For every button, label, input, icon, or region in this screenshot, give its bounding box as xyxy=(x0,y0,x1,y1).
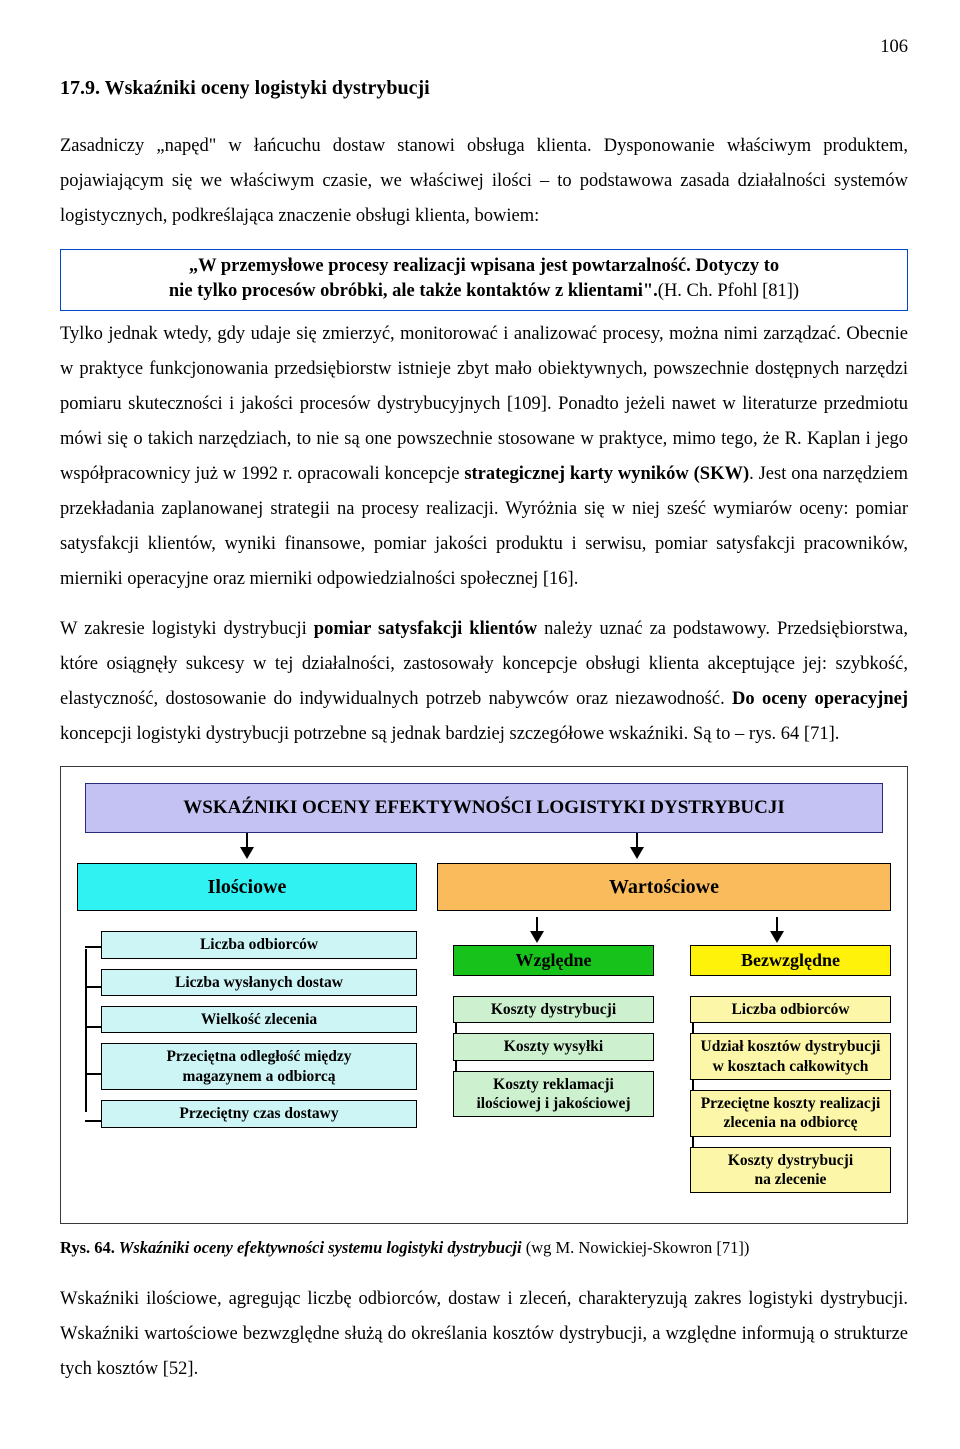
fig-tail: (wg M. Nowickiej-Skowron [71]) xyxy=(526,1238,750,1257)
fig-lead: Rys. 64. xyxy=(60,1238,115,1257)
ilosciowe-item: Przeciętna odległość międzymagazynem a o… xyxy=(101,1043,417,1090)
col-wartosciowe: Wartościowe Względne Koszty dystrybucjiK… xyxy=(437,863,891,1203)
para2-bold: strategicznej karty wyników (SKW) xyxy=(464,464,749,484)
wzgledne-item: Koszty dystrybucji xyxy=(453,996,654,1023)
ilosciowe-item: Liczba wysłanych dostaw xyxy=(101,969,417,996)
wzgledne-item: Koszty reklamacjiilościowej i jakościowe… xyxy=(453,1071,654,1118)
paragraph-4: Wskaźniki ilościowe, agregując liczbę od… xyxy=(60,1282,908,1387)
col-ilosciowe: Ilościowe Liczba odbiorców Liczba wysłany… xyxy=(77,863,417,1203)
para3-b: pomiar satysfakcji klientów xyxy=(314,619,537,639)
block-ilosciowe: Ilościowe xyxy=(77,863,417,911)
paragraph-2: Tylko jednak wtedy, gdy udaje się zmierz… xyxy=(60,317,908,598)
para3-d: Do oceny operacyjnej xyxy=(732,689,908,709)
block-wzgledne: Względne xyxy=(453,945,654,976)
tree-line xyxy=(85,949,87,1111)
ilosciowe-leaves: Liczba odbiorców Liczba wysłanych dostaw W… xyxy=(77,931,417,1127)
quote-line-1: „W przemysłowe procesy realizacji wpisan… xyxy=(71,254,897,279)
para3-a: W zakresie logistyki dystrybucji xyxy=(60,619,314,639)
bezwzgledne-item: Przeciętne koszty realizacjizlecenia na … xyxy=(690,1090,891,1137)
bezwzgledne-leaves: Liczba odbiorców Udział kosztów dystrybuc… xyxy=(690,996,891,1194)
sub-arrows xyxy=(437,921,891,943)
diagram-container: WSKAŹNIKI OCENY EFEKTYWNOŚCI LOGISTYKI D… xyxy=(60,766,908,1224)
bezwzgledne-item: Liczba odbiorców xyxy=(690,996,891,1023)
quote-ref: (H. Ch. Pfohl [81]) xyxy=(658,281,799,301)
paragraph-intro: Zasadniczy „napęd" w łańcuchu dostaw sta… xyxy=(60,129,908,234)
figure-caption: Rys. 64. Wskaźniki oceny efektywności sy… xyxy=(60,1232,908,1263)
diagram-arrows xyxy=(77,835,891,863)
ilosciowe-item: Liczba odbiorców xyxy=(101,931,417,958)
bezwzgledne-item: Udział kosztów dystrybucjiw kosztach cał… xyxy=(690,1033,891,1080)
bezwzgledne-item: Koszty dystrybucjina zlecenie xyxy=(690,1147,891,1194)
quote-line-2: nie tylko procesów obróbki, ale także ko… xyxy=(169,281,658,301)
quote-box: „W przemysłowe procesy realizacji wpisan… xyxy=(60,249,908,311)
page-number: 106 xyxy=(60,30,908,65)
para2-a: Tylko jednak wtedy, gdy udaje się zmierz… xyxy=(60,324,908,485)
ilosciowe-item: Przeciętny czas dostawy xyxy=(101,1100,417,1127)
block-bezwzgledne: Bezwzględne xyxy=(690,945,891,976)
col-wzgledne: Względne Koszty dystrybucji Koszty wysyłk… xyxy=(437,945,654,1203)
para3-e: koncepcji logistyki dystrybucji potrzebn… xyxy=(60,724,839,744)
paragraph-3: W zakresie logistyki dystrybucji pomiar … xyxy=(60,612,908,753)
section-heading: 17.9. Wskaźniki oceny logistyki dystrybu… xyxy=(60,69,908,107)
col-bezwzgledne: Bezwzględne Liczba odbiorców Udział koszt… xyxy=(674,945,891,1203)
wzgledne-leaves: Koszty dystrybucji Koszty wysyłki Koszty r… xyxy=(453,996,654,1118)
block-wartosciowe: Wartościowe xyxy=(437,863,891,911)
ilosciowe-item: Wielkość zlecenia xyxy=(101,1006,417,1033)
quote-line-2-wrap: nie tylko procesów obróbki, ale także ko… xyxy=(71,279,897,304)
fig-title: Wskaźniki oceny efektywności systemu log… xyxy=(115,1238,526,1257)
wzgledne-item: Koszty wysyłki xyxy=(453,1033,654,1060)
diagram-title: WSKAŹNIKI OCENY EFEKTYWNOŚCI LOGISTYKI D… xyxy=(85,783,883,833)
